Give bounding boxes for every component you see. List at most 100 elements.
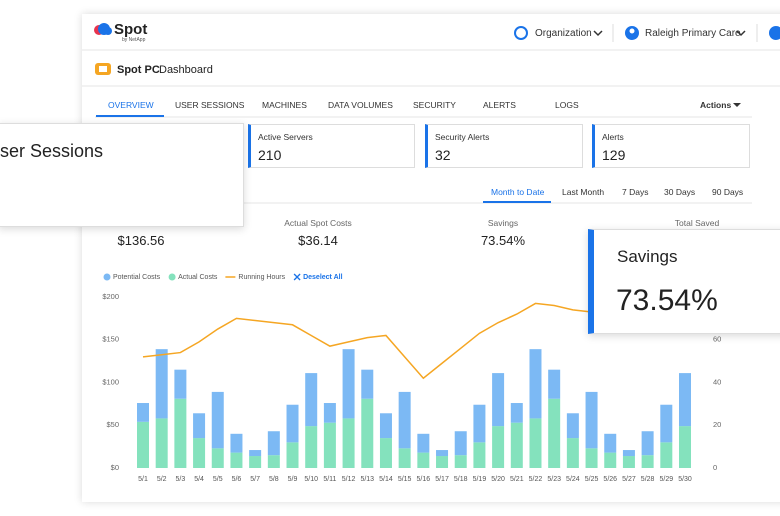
bar <box>548 398 561 468</box>
bar <box>155 418 168 468</box>
bar <box>323 422 336 468</box>
page-title: Dashboard <box>159 64 213 76</box>
x-tick-label: 5/23 <box>547 476 561 483</box>
x-tick-label: 5/14 <box>379 476 393 483</box>
time-filter[interactable]: 7 Days <box>622 187 649 197</box>
x-tick-label: 5/19 <box>473 476 487 483</box>
bar <box>323 403 336 423</box>
bar <box>566 438 579 468</box>
bar <box>454 455 467 468</box>
card <box>248 124 415 168</box>
tab[interactable]: MACHINES <box>262 100 307 110</box>
tab-underline <box>96 115 164 117</box>
y-tick-label: $50 <box>106 420 119 429</box>
x-tick-label: 5/10 <box>304 476 318 483</box>
bar <box>174 398 187 468</box>
y-tick-label: $0 <box>111 463 119 472</box>
x-tick-label: 5/25 <box>585 476 599 483</box>
bar <box>622 456 635 468</box>
bar <box>548 369 561 399</box>
x-tick-label: 5/9 <box>288 476 298 483</box>
x-tick-label: 5/26 <box>603 476 617 483</box>
bar <box>361 398 374 468</box>
callout-right <box>588 229 780 334</box>
x-tick-label: 5/13 <box>360 476 374 483</box>
x-tick-label: 5/22 <box>529 476 543 483</box>
x-tick-label: 5/27 <box>622 476 636 483</box>
tab[interactable]: ALERTS <box>483 100 516 110</box>
time-filter[interactable]: Month to Date <box>491 187 545 197</box>
x-tick-label: 5/4 <box>194 476 204 483</box>
bar <box>342 349 355 419</box>
x-tick-label: 5/6 <box>232 476 242 483</box>
x-tick-label: 5/7 <box>250 476 260 483</box>
legend-swatch <box>103 273 111 281</box>
bar <box>529 418 542 468</box>
bar <box>473 404 486 443</box>
bar <box>641 455 654 468</box>
tab[interactable]: USER SESSIONS <box>175 100 245 110</box>
callout-left <box>0 123 244 227</box>
legend-action[interactable]: Deselect All <box>303 274 342 281</box>
bar <box>342 418 355 468</box>
product-icon <box>99 66 107 72</box>
y2-tick-label: 60 <box>713 335 721 344</box>
card-value: 210 <box>258 147 282 163</box>
y2-tick-label: 20 <box>713 420 721 429</box>
avatar <box>769 26 780 40</box>
x-tick-label: 5/28 <box>641 476 655 483</box>
x-tick-label: 5/2 <box>157 476 167 483</box>
bar <box>230 452 243 468</box>
bar <box>379 438 392 468</box>
x-tick-label: 5/15 <box>398 476 412 483</box>
bar <box>566 413 579 439</box>
x-tick-label: 5/16 <box>417 476 431 483</box>
legend-label: Running Hours <box>238 274 285 281</box>
actions[interactable]: Actions <box>700 100 732 110</box>
bar <box>286 404 299 443</box>
bar <box>305 426 318 468</box>
deselect-icon <box>293 273 301 281</box>
x-tick-label: 5/24 <box>566 476 580 483</box>
tab[interactable]: OVERVIEW <box>108 100 154 110</box>
stat-value: $36.14 <box>298 233 338 248</box>
stat-value: 73.54% <box>480 233 526 248</box>
bar <box>660 442 673 468</box>
card-label: Active Servers <box>258 132 313 142</box>
product: Spot PC <box>117 64 160 76</box>
bar <box>622 450 635 457</box>
card-value: 129 <box>602 147 626 163</box>
bar <box>454 431 467 456</box>
x-tick-label: 5/12 <box>342 476 356 483</box>
bar <box>361 369 374 399</box>
x-tick-label: 5/29 <box>659 476 673 483</box>
bar <box>155 349 168 419</box>
account[interactable]: Raleigh Primary Care <box>645 28 741 39</box>
organization[interactable]: Organization <box>535 28 592 39</box>
x-tick-label: 5/5 <box>213 476 223 483</box>
org-icon <box>514 26 528 40</box>
tab[interactable]: DATA VOLUMES <box>328 100 393 110</box>
bar <box>417 452 430 468</box>
time-filter[interactable]: Last Month <box>562 187 605 197</box>
stat-label: Savings <box>487 218 519 228</box>
bar <box>379 413 392 439</box>
time-filter[interactable]: 30 Days <box>664 187 696 197</box>
x-tick-label: 5/17 <box>435 476 449 483</box>
time-filter[interactable]: 90 Days <box>712 187 744 197</box>
tab[interactable]: LOGS <box>555 100 579 110</box>
x-tick-label: 5/1 <box>138 476 148 483</box>
bar <box>436 450 449 457</box>
bar <box>529 349 542 419</box>
bar <box>417 433 430 453</box>
callout-right-value: 73.54% <box>616 284 718 317</box>
tab[interactable]: SECURITY <box>413 100 456 110</box>
bar <box>492 426 505 468</box>
bar <box>473 442 486 468</box>
bar <box>305 373 318 427</box>
bar <box>193 438 206 468</box>
x-tick-label: 5/20 <box>491 476 505 483</box>
bar <box>267 431 280 456</box>
